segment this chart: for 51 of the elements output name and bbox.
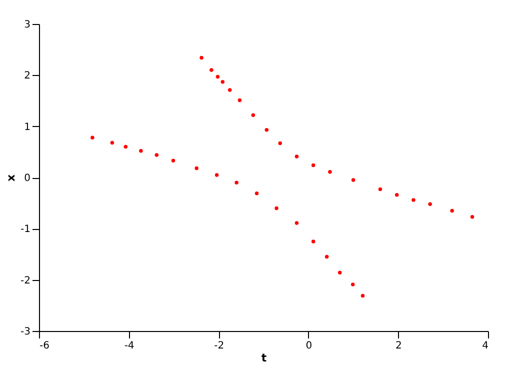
point <box>228 88 232 92</box>
point <box>90 136 94 140</box>
point <box>200 56 204 60</box>
point <box>294 154 299 158</box>
point <box>216 74 220 79</box>
point <box>110 140 114 145</box>
point <box>214 173 219 177</box>
point <box>311 163 316 168</box>
point <box>311 240 316 244</box>
point <box>450 208 454 213</box>
point <box>220 80 225 84</box>
point <box>238 98 242 102</box>
point <box>294 221 299 225</box>
y-tick-label: 1 <box>24 122 30 133</box>
x-tick-label: 2 <box>396 340 402 352</box>
point <box>470 215 474 219</box>
y-tick-label: -3 <box>20 326 30 338</box>
x-tick-label: -6 <box>40 340 50 352</box>
point <box>124 144 128 149</box>
point <box>251 113 256 117</box>
y-tick-label: -1 <box>20 224 30 236</box>
y-tick-label: 0 <box>24 173 30 184</box>
point <box>350 282 355 286</box>
x-tick-label: -2 <box>214 340 224 352</box>
point <box>234 180 238 184</box>
point <box>338 270 342 275</box>
point <box>264 128 269 132</box>
point <box>351 178 356 182</box>
point <box>328 170 332 174</box>
x-tick-label: 4 <box>482 340 488 352</box>
point <box>254 191 259 196</box>
point <box>360 294 365 298</box>
x-tick-label: -4 <box>124 340 134 352</box>
y-tick-label: 2 <box>24 70 30 82</box>
point <box>324 254 329 259</box>
point <box>139 149 143 153</box>
point <box>394 193 399 197</box>
point <box>154 153 159 157</box>
y-tick-label: 3 <box>24 20 30 30</box>
point <box>278 141 282 146</box>
point <box>378 187 382 192</box>
point <box>274 206 278 210</box>
point <box>412 198 416 202</box>
y-tick-label: -2 <box>20 275 30 286</box>
point <box>171 158 176 162</box>
point <box>428 202 432 206</box>
y-axis-title: x <box>4 174 18 182</box>
point <box>194 166 198 170</box>
x-axis-title: t <box>261 352 267 364</box>
point <box>210 68 214 72</box>
x-tick-label: 0 <box>306 340 312 352</box>
